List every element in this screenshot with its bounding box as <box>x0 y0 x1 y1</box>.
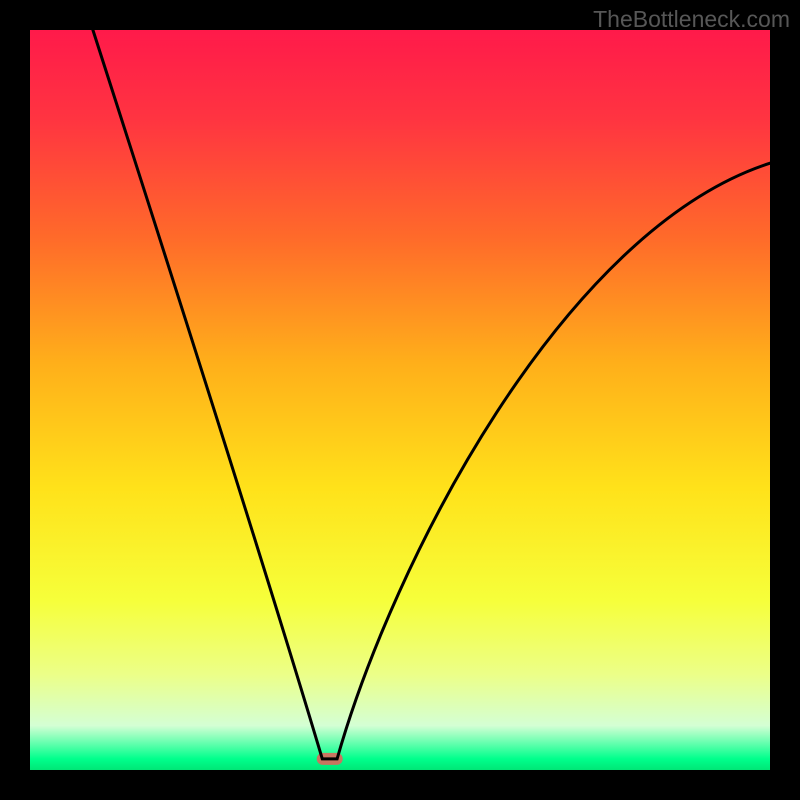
watermark-label: TheBottleneck.com <box>593 6 790 33</box>
plot-background <box>30 30 770 770</box>
chart-root: TheBottleneck.com <box>0 0 800 800</box>
chart-svg <box>0 0 800 800</box>
